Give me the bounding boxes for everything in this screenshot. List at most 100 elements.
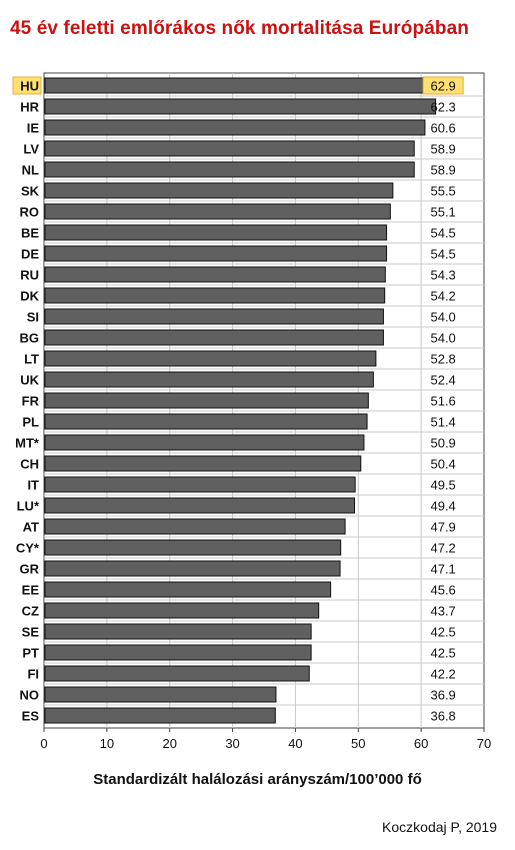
- category-label: NL: [22, 163, 39, 178]
- x-tick-label: 30: [225, 736, 239, 751]
- category-label: SI: [27, 310, 39, 325]
- bar: [44, 455, 362, 472]
- value-highlight: [422, 76, 464, 95]
- bar: [44, 308, 384, 325]
- bar: [44, 140, 415, 157]
- bar: [44, 98, 437, 115]
- category-label: IE: [27, 121, 40, 136]
- category-label: RU: [20, 268, 39, 283]
- value-label: 54.5: [430, 247, 455, 262]
- value-label: 62.9: [430, 79, 455, 94]
- value-label: 50.4: [430, 457, 455, 472]
- bar: [44, 560, 341, 577]
- bar: [44, 539, 342, 556]
- category-label: ES: [22, 709, 40, 724]
- category-label: CH: [20, 457, 39, 472]
- bar: [44, 686, 277, 703]
- value-label: 58.9: [430, 163, 455, 178]
- value-label: 55.1: [430, 205, 455, 220]
- category-label: DK: [20, 289, 39, 304]
- category-label: EE: [22, 583, 40, 598]
- bar: [44, 77, 440, 94]
- value-label: 49.4: [430, 499, 455, 514]
- value-label: 45.6: [430, 583, 455, 598]
- bar: [44, 161, 415, 178]
- source-note: Koczkodaj P, 2019: [382, 819, 497, 835]
- bar: [44, 497, 356, 514]
- value-label: 42.5: [430, 646, 455, 661]
- bar: [44, 266, 386, 283]
- category-label: LT: [24, 352, 39, 367]
- category-label: CY*: [16, 541, 40, 556]
- value-label: 43.7: [430, 604, 455, 619]
- value-label: 42.5: [430, 625, 455, 640]
- value-label: 55.5: [430, 184, 455, 199]
- category-label: LU*: [17, 499, 40, 514]
- bar: [44, 581, 332, 598]
- value-label: 54.0: [430, 331, 455, 346]
- value-label: 62.3: [430, 100, 455, 115]
- value-label: 54.0: [430, 310, 455, 325]
- value-label: 58.9: [430, 142, 455, 157]
- bar: [44, 350, 377, 367]
- bar: [44, 329, 384, 346]
- bar: [44, 623, 312, 640]
- value-label: 51.6: [430, 394, 455, 409]
- category-label: FR: [22, 394, 40, 409]
- category-label: DE: [21, 247, 39, 262]
- value-label: 52.4: [430, 373, 455, 388]
- category-label: SE: [22, 625, 40, 640]
- bar: [44, 245, 388, 262]
- bar: [44, 182, 394, 199]
- x-tick-label: 70: [477, 736, 491, 751]
- category-label: NO: [20, 688, 40, 703]
- x-tick-label: 0: [40, 736, 47, 751]
- x-tick-label: 50: [351, 736, 365, 751]
- value-label: 52.8: [430, 352, 455, 367]
- category-label: MT*: [15, 436, 40, 451]
- category-label: RO: [20, 205, 40, 220]
- x-tick-label: 20: [162, 736, 176, 751]
- x-tick-label: 60: [414, 736, 428, 751]
- bar: [44, 602, 320, 619]
- value-label: 54.2: [430, 289, 455, 304]
- value-label: 47.9: [430, 520, 455, 535]
- value-label: 47.2: [430, 541, 455, 556]
- category-label: FI: [27, 667, 39, 682]
- bar: [44, 434, 365, 451]
- x-axis-label: Standardizált halálozási arányszám/100’0…: [93, 771, 422, 788]
- value-label: 49.5: [430, 478, 455, 493]
- bar: [44, 476, 356, 493]
- category-label: PL: [22, 415, 39, 430]
- value-label: 36.9: [430, 688, 455, 703]
- bar: [44, 224, 388, 241]
- category-label: HR: [20, 100, 39, 115]
- chart-title: 45 év feletti emlőrákos nők mortalitása …: [10, 18, 469, 39]
- category-label: HU: [20, 79, 39, 94]
- category-label: SK: [21, 184, 40, 199]
- value-label: 60.6: [430, 121, 455, 136]
- value-label: 42.2: [430, 667, 455, 682]
- category-label: UK: [20, 373, 39, 388]
- value-label: 54.5: [430, 226, 455, 241]
- value-label: 54.3: [430, 268, 455, 283]
- category-label: GR: [20, 562, 40, 577]
- value-label: 47.1: [430, 562, 455, 577]
- category-label: BE: [21, 226, 39, 241]
- bar: [44, 203, 391, 220]
- bar: [44, 287, 386, 304]
- category-highlight: [12, 76, 42, 95]
- bar: [44, 644, 312, 661]
- value-label: 50.9: [430, 436, 455, 451]
- category-label: AT: [23, 520, 39, 535]
- x-tick-label: 10: [100, 736, 114, 751]
- bar: [44, 119, 426, 136]
- bar: [44, 392, 369, 409]
- bar: [44, 518, 346, 535]
- bar: [44, 371, 374, 388]
- category-label: IT: [27, 478, 39, 493]
- category-label: CZ: [22, 604, 39, 619]
- category-label: BG: [20, 331, 40, 346]
- category-label: PT: [22, 646, 39, 661]
- x-tick-label: 40: [288, 736, 302, 751]
